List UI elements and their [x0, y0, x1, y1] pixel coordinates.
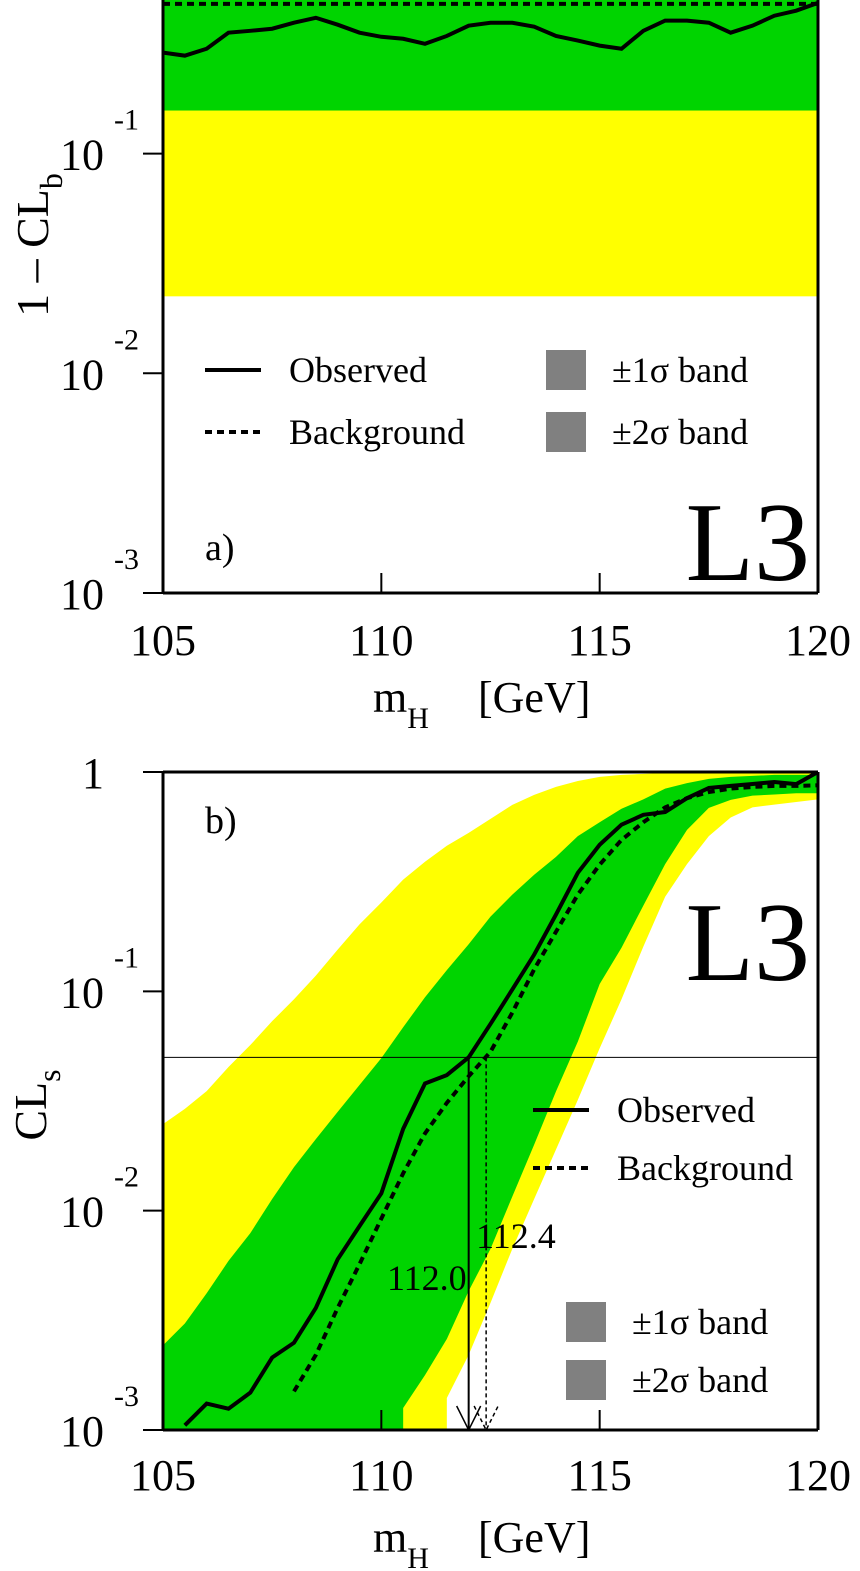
legend-label: Observed — [617, 1090, 755, 1130]
experiment-label: L3 — [686, 481, 810, 605]
x-tick-label: 105 — [130, 616, 196, 665]
panel-label: b) — [205, 800, 237, 842]
y-tick-exponent: -1 — [114, 941, 139, 974]
x-tick-label: 110 — [349, 616, 413, 665]
y-tick-exponent: -3 — [114, 543, 139, 576]
y-tick-exponent: -2 — [114, 1161, 139, 1194]
legend-swatch — [546, 350, 586, 390]
x-tick-label: 110 — [349, 1451, 413, 1500]
limit-label: 112.4 — [476, 1216, 556, 1256]
series-line — [183, 772, 818, 1427]
x-tick-label: 115 — [567, 616, 631, 665]
plot-area — [163, 772, 818, 1430]
y-tick-label: 10 — [60, 1188, 104, 1237]
legend-label: ±1σ band — [632, 1302, 768, 1342]
x-axis-unit: [GeV] — [478, 673, 590, 722]
y-label-sub: s — [31, 1069, 67, 1081]
legend-label: Observed — [289, 350, 427, 390]
x-tick-label: 115 — [567, 1451, 631, 1500]
legend-label: Background — [289, 412, 465, 452]
y-label-text: CL — [5, 1082, 56, 1141]
x-tick-label: 120 — [785, 616, 851, 665]
x-axis-unit: [GeV] — [478, 1513, 590, 1562]
series-line — [163, 1, 818, 58]
y-tick-label: 10 — [60, 968, 104, 1017]
plot-area — [163, 0, 818, 297]
panel: 10 -3 10 -2 10 -1 105 110 115 120 mH [GeV] 1 – CLb a)… — [7, 0, 851, 735]
y-tick-label: 10 — [60, 131, 104, 180]
y-tick-exponent: -2 — [114, 323, 139, 356]
y-tick-label: 1 — [82, 749, 104, 798]
legend-swatch — [566, 1302, 606, 1342]
legend-label: ±2σ band — [632, 1360, 768, 1400]
y-tick-label: 10 — [60, 1407, 104, 1456]
y-label-sub: b — [33, 173, 69, 189]
x-axis-label: mH — [373, 1513, 429, 1571]
x-label-text: m — [373, 673, 407, 722]
y-tick-exponent: -1 — [114, 104, 139, 137]
experiment-label: L3 — [686, 881, 810, 1005]
x-tick-label: 105 — [130, 1451, 196, 1500]
x-label-sub: H — [407, 702, 429, 735]
x-label-text: m — [373, 1513, 407, 1562]
series-line — [292, 783, 818, 1393]
x-axis-label: mH — [373, 673, 429, 735]
legend-swatch — [566, 1360, 606, 1400]
arrow-head — [473, 1405, 499, 1432]
legend-label: ±1σ band — [612, 350, 748, 390]
x-tick-label: 120 — [785, 1451, 851, 1500]
y-label-text: 1 – CL — [7, 189, 58, 317]
x-label-sub: H — [407, 1542, 429, 1571]
y-tick-label: 10 — [60, 350, 104, 399]
legend-label: Background — [617, 1148, 793, 1188]
limit-label: 112.0 — [387, 1258, 467, 1298]
y-axis-label: 1 – CLb — [7, 173, 69, 317]
legend-swatch — [546, 412, 586, 452]
band-area — [446, 799, 818, 1430]
legend-label: ±2σ band — [612, 412, 748, 452]
panel-label: a) — [205, 527, 235, 569]
band-area — [163, 0, 818, 111]
y-axis-label: CLs — [5, 1069, 67, 1140]
y-tick-label: 10 — [60, 570, 104, 619]
y-tick-exponent: -3 — [114, 1380, 139, 1413]
